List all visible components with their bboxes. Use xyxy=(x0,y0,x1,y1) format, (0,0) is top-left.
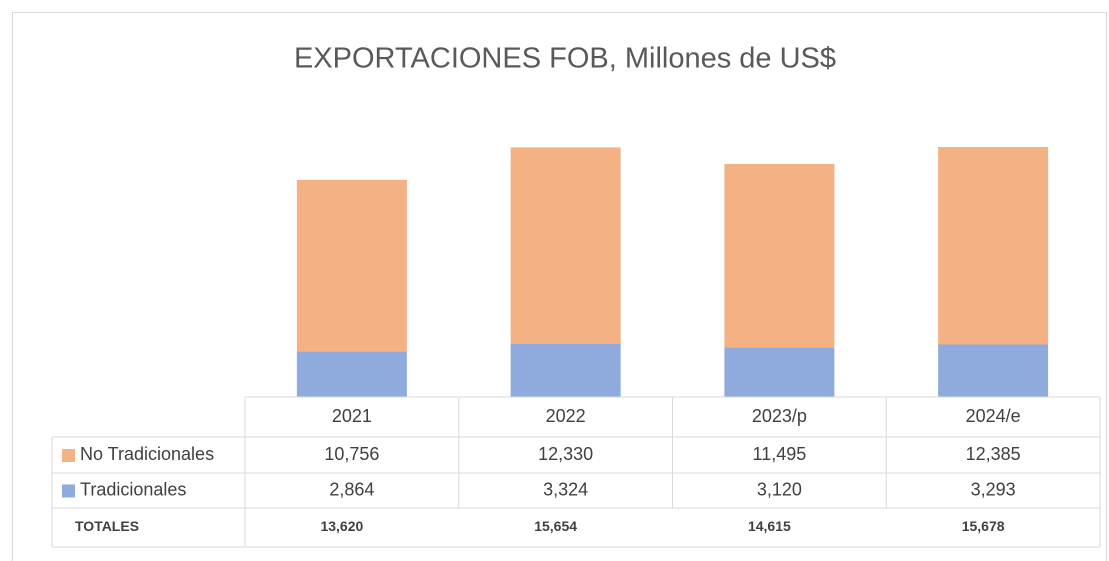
bar-segment xyxy=(510,343,621,397)
chart-border xyxy=(12,12,1107,561)
legend-label: Tradicionales xyxy=(80,479,186,499)
data-label: 12,330 xyxy=(538,444,593,464)
data-label: 12,385 xyxy=(966,444,1021,464)
x-tick-label: 2022 xyxy=(546,406,586,426)
chart-title: EXPORTACIONES FOB, Millones de US$ xyxy=(294,43,836,75)
x-tick-label: 2021 xyxy=(332,406,372,426)
bar-segment xyxy=(510,147,621,344)
data-label: 2,864 xyxy=(329,479,374,499)
legend-label: No Tradicionales xyxy=(80,444,214,464)
data-label: 11,495 xyxy=(753,444,807,464)
bar-segment xyxy=(724,347,835,397)
data-label: 3,324 xyxy=(543,479,588,499)
total-label: 13,620 xyxy=(320,518,363,534)
data-label: 10,756 xyxy=(324,444,379,464)
bar-segment xyxy=(296,179,407,352)
data-label: 3,293 xyxy=(971,479,1016,499)
bar-segment xyxy=(724,163,835,348)
bar-segment xyxy=(938,147,1049,345)
data-label: 3,120 xyxy=(757,479,802,499)
legend-swatch xyxy=(62,449,75,462)
total-label: 15,654 xyxy=(534,518,577,534)
x-tick-label: 2024/e xyxy=(966,406,1021,426)
total-label: 14,615 xyxy=(748,518,791,534)
legend-swatch xyxy=(62,484,75,498)
totals-label: TOTALES xyxy=(75,518,139,534)
total-label: 15,678 xyxy=(962,518,1005,534)
bar-segment xyxy=(938,344,1049,397)
x-tick-label: 2023/p xyxy=(752,406,807,426)
bar-segment xyxy=(296,351,407,397)
